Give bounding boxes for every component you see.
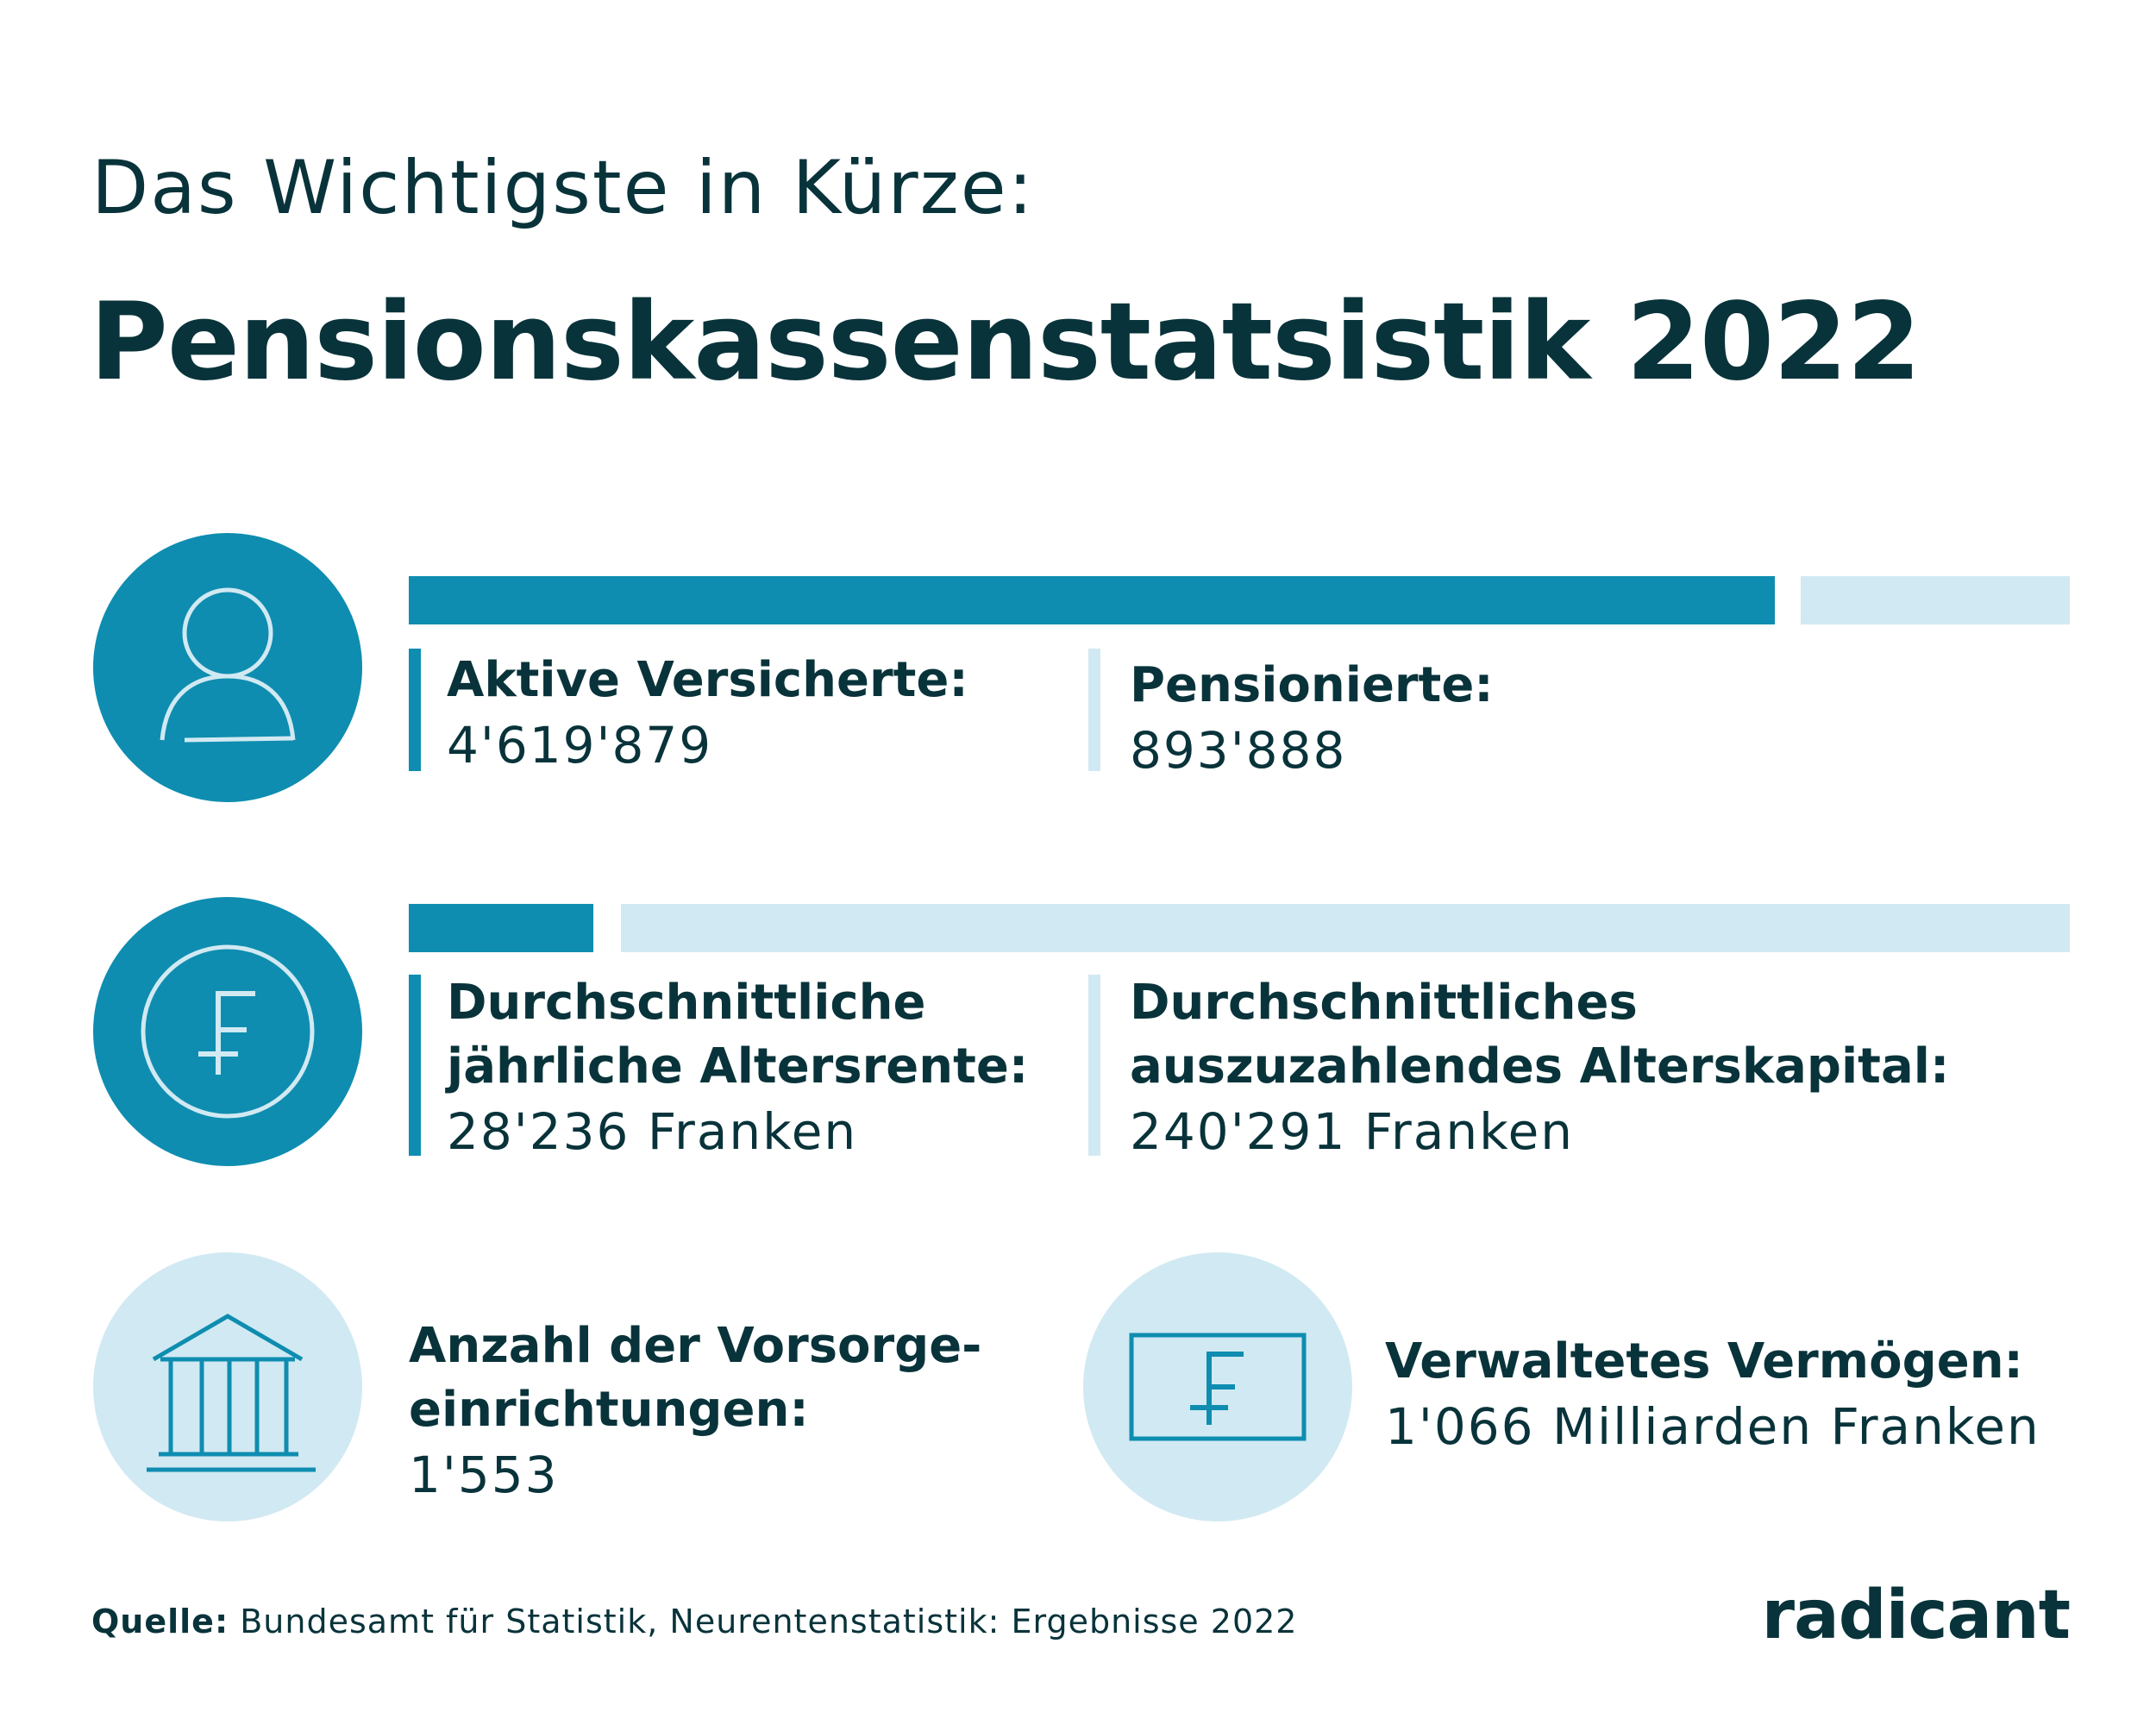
stat-value: 1'553 [409,1446,559,1504]
source-label: Quelle: [91,1603,229,1640]
stat-value: 4'619'879 [447,716,713,775]
franc-coin-icon-circle [93,897,362,1166]
stat-label: Pensionierte: [1130,657,1494,713]
stat-label: Durchschnittliche [447,975,926,1031]
person-icon-circle [93,533,362,802]
stat-label: Verwaltetes Vermögen: [1385,1333,2023,1389]
brand-logo: radicant [1761,1577,2071,1654]
source-text: Bundesamt für Statistik, Neurentenstatis… [229,1603,1298,1640]
pensioners-bar [1801,576,2070,624]
stat-value: 240'291 Franken [1130,1102,1575,1161]
stat-label: einrichtungen: [409,1382,809,1438]
banknote-icon-circle [1083,1252,1352,1521]
stat-divider [409,649,421,771]
stat-divider [409,975,421,1156]
stat-label: auszuzahlendes Alterskapital: [1130,1038,1950,1095]
pensioners-stat: Pensionierte: 893'888 [1130,654,1494,783]
retirement-capital-bar [621,904,2070,952]
source-note: Quelle: Bundesamt für Statistik, Neurent… [91,1603,1297,1640]
annual-pension-stat: Durchschnittliche jährliche Altersrente:… [447,971,1028,1164]
active-insured-stat: Aktive Versicherte: 4'619'879 [447,649,968,778]
person-icon [160,587,296,743]
stat-value: 28'236 Franken [447,1102,858,1161]
bank-icon-circle [93,1252,362,1521]
stat-label: Aktive Versicherte: [447,652,968,708]
managed-assets-stat: Verwaltetes Vermögen: 1'066 Milliarden F… [1385,1330,2040,1459]
page-subtitle: Das Wichtigste in Kürze: [91,145,1035,231]
retirement-capital-stat: Durchschnittliches auszuzahlendes Alters… [1130,971,1949,1164]
stat-divider [1088,649,1100,771]
stat-label: Anzahl der Vorsorge- [409,1318,982,1374]
bank-building-icon [147,1314,316,1472]
stat-value: 893'888 [1130,721,1347,780]
franc-banknote-icon [1129,1333,1307,1441]
stat-divider [1088,975,1100,1156]
stat-value: 1'066 Milliarden Franken [1385,1397,2040,1456]
stat-label: jährliche Altersrente: [447,1038,1029,1095]
annual-pension-bar [409,904,593,952]
stat-label: Durchschnittliches [1130,975,1638,1031]
pension-funds-count-stat: Anzahl der Vorsorge- einrichtungen: 1'55… [409,1314,981,1508]
franc-coin-icon [141,944,315,1119]
page-title: Pensionskassenstatsistik 2022 [90,280,1921,405]
active-insured-bar [409,576,1775,624]
